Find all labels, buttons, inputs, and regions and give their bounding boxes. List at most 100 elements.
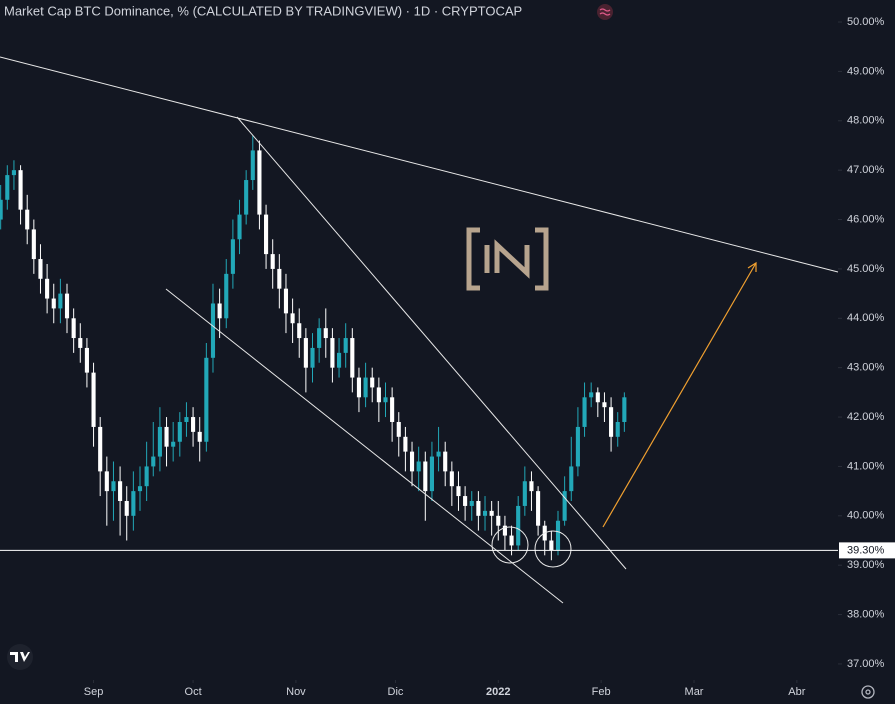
candle-body — [11, 170, 16, 176]
y-tick-label: 48.00% — [847, 115, 885, 127]
candle-body — [18, 170, 23, 210]
candle-body — [343, 338, 348, 353]
arrow-line — [602, 262, 757, 528]
candle-body — [330, 338, 335, 368]
candle-body — [356, 377, 362, 398]
gear-ring[interactable] — [861, 685, 875, 699]
candle-body — [555, 520, 561, 551]
candle-body — [323, 328, 328, 339]
candle-body — [204, 357, 209, 442]
settings-button[interactable] — [861, 685, 875, 699]
candle-body — [58, 293, 63, 309]
candle-body — [416, 461, 421, 472]
candle-body — [51, 298, 56, 309]
chart-title: Market Cap BTC Dominance, % (CALCULATED … — [4, 3, 522, 18]
candle-body — [277, 268, 282, 289]
highlight-circle — [534, 530, 572, 568]
candle-body — [502, 525, 507, 536]
candle-body — [197, 431, 202, 442]
arrow-head — [747, 261, 757, 272]
badge-bg — [597, 4, 613, 20]
candle-body — [463, 496, 468, 506]
candle-body — [171, 441, 176, 447]
candle-body — [237, 214, 242, 240]
candle-body — [151, 456, 156, 467]
y-tick-label: 42.00% — [847, 411, 885, 423]
candle-body — [177, 421, 182, 442]
candle-body — [257, 150, 262, 215]
level-label-bg — [839, 542, 895, 559]
candle-body — [124, 501, 129, 516]
candle-body — [303, 338, 308, 368]
level-label: 39.30% — [847, 544, 885, 556]
gear-center[interactable] — [865, 689, 871, 695]
x-tick-label: Dic — [388, 686, 404, 698]
candle-body — [609, 407, 614, 437]
highlight-circle — [491, 526, 529, 564]
candle-body — [45, 278, 50, 299]
candle-body — [376, 387, 381, 403]
candle-body — [164, 426, 169, 447]
candle-body — [370, 377, 375, 388]
trend-line — [0, 56, 839, 273]
tv-logo-mark — [10, 652, 30, 662]
y-tick-label: 46.00% — [847, 213, 885, 225]
logo-bracket — [535, 227, 549, 291]
candle-body — [429, 456, 434, 492]
badge-icon — [599, 8, 611, 16]
x-tick-label: Oct — [185, 686, 202, 698]
candle-body — [350, 338, 355, 378]
x-tick-label: Abr — [788, 686, 805, 698]
y-tick-label: 37.00% — [847, 658, 885, 670]
y-tick-label: 50.00% — [847, 16, 885, 28]
candle-body — [476, 501, 481, 516]
candle-body — [144, 466, 149, 487]
candle-body — [595, 392, 600, 403]
x-tick-label: Feb — [592, 686, 611, 698]
candle-body — [456, 486, 461, 497]
candle-body — [118, 481, 123, 502]
logo-bracket — [466, 227, 480, 291]
candle-body — [403, 436, 408, 452]
y-tick-label: 44.00% — [847, 312, 885, 324]
candle-body — [390, 397, 395, 422]
y-tick-label: 39.00% — [847, 559, 885, 571]
trend-line — [236, 116, 627, 570]
candle-body — [84, 347, 89, 373]
candle-body — [409, 451, 415, 472]
candle-body — [529, 481, 534, 492]
candle-body — [562, 491, 567, 521]
candle-body — [496, 515, 501, 526]
candle-body — [602, 402, 607, 408]
candle-body — [310, 347, 315, 368]
candle-body — [516, 505, 521, 546]
candle-body — [104, 471, 109, 492]
status-badge — [597, 4, 613, 20]
candle-body — [549, 540, 554, 551]
candle-body — [64, 293, 70, 319]
candle-body — [270, 254, 275, 269]
candle-body — [0, 199, 3, 220]
candle-body — [137, 486, 143, 492]
candle-body — [131, 491, 136, 516]
candle-body — [71, 318, 76, 339]
candle-body — [230, 239, 235, 274]
x-tick-label: Sep — [84, 686, 104, 698]
candle-body — [396, 421, 401, 437]
candle-body — [91, 372, 96, 427]
candle-body — [224, 273, 229, 319]
plot-area — [0, 135, 627, 561]
x-tick-label: Nov — [286, 686, 306, 698]
candle-body — [482, 510, 488, 516]
candle-body — [509, 535, 514, 546]
candle-body — [589, 392, 594, 398]
candle-body — [436, 451, 441, 457]
candle-body — [363, 377, 368, 398]
candle-body — [250, 150, 255, 181]
candle-body — [31, 229, 36, 260]
candle-body — [383, 397, 388, 403]
candle-body — [489, 510, 494, 516]
y-tick-label: 40.00% — [847, 510, 885, 522]
